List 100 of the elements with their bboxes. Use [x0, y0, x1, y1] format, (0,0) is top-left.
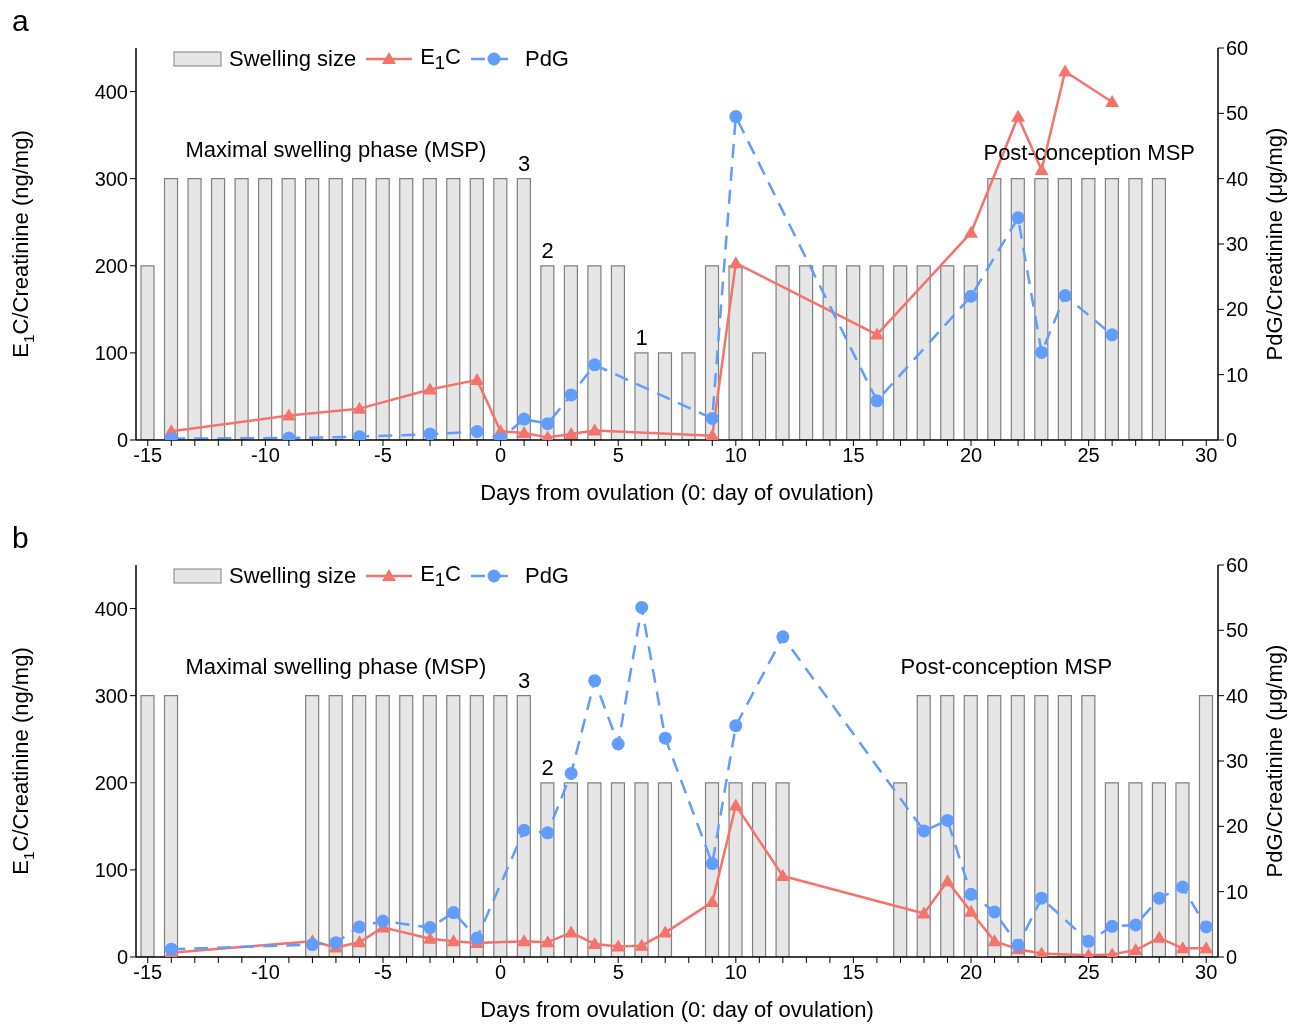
- point: [587, 936, 602, 949]
- point: [964, 904, 979, 917]
- point: [776, 630, 790, 644]
- point: [447, 906, 461, 920]
- y2-tick-label: 10: [1226, 363, 1249, 386]
- point: [964, 289, 978, 303]
- point: [423, 427, 437, 440]
- point: [728, 256, 743, 269]
- x-tick-label: 15: [842, 961, 865, 984]
- point: [1011, 211, 1025, 225]
- x-tick-label: 30: [1195, 444, 1218, 467]
- point: [1035, 345, 1049, 359]
- x-tick-label: 5: [612, 961, 624, 984]
- x-axis-title: Days from ovulation (0: day of ovulation): [480, 480, 874, 505]
- point: [564, 426, 579, 439]
- point: [964, 887, 978, 901]
- bar: [728, 265, 743, 440]
- bar: [1128, 178, 1143, 440]
- bar: [916, 265, 931, 440]
- y-tick-label: 400: [94, 80, 128, 103]
- point: [1152, 891, 1166, 905]
- point: [705, 857, 719, 871]
- point: [705, 428, 720, 440]
- y2-tick-label: 60: [1226, 37, 1249, 60]
- point: [729, 719, 743, 733]
- point: [870, 394, 884, 408]
- x-tick-label: 25: [1077, 961, 1100, 984]
- bar: [446, 178, 461, 440]
- y-tick-label: 0: [116, 429, 128, 452]
- point: [352, 401, 367, 414]
- point: [329, 936, 343, 950]
- legend-label: E$_{1}$C: [420, 44, 461, 75]
- legend-label: PdG: [524, 46, 569, 73]
- y2-tick-label: 50: [1226, 102, 1249, 125]
- point: [517, 934, 532, 947]
- y-tick-label: 100: [94, 858, 128, 881]
- y2-tick-label: 10: [1226, 880, 1249, 903]
- point: [940, 874, 955, 887]
- point: [705, 895, 720, 908]
- bar: [987, 178, 1002, 440]
- point: [423, 931, 438, 944]
- chart-title: a: [12, 7, 29, 38]
- point: [635, 600, 649, 614]
- y-tick-label: 100: [94, 341, 128, 364]
- point: [729, 110, 743, 124]
- y2-tick-label: 20: [1226, 815, 1249, 838]
- point: [540, 935, 555, 948]
- bar: [1104, 178, 1119, 440]
- annotation: 2: [541, 237, 554, 263]
- bar: [846, 265, 861, 440]
- legend-label: Swelling size: [229, 563, 357, 590]
- annotation: Maximal swelling phase (MSP): [185, 653, 487, 679]
- point: [281, 408, 296, 421]
- y2-tick-label: 0: [1226, 946, 1238, 969]
- legend-label: E$_{1}$C: [420, 561, 461, 592]
- x-tick-label: -5: [374, 444, 392, 467]
- bar: [163, 178, 179, 440]
- point: [1011, 938, 1025, 952]
- point: [1058, 64, 1073, 77]
- x-tick-label: 0: [495, 444, 507, 467]
- point: [541, 826, 555, 840]
- x-tick-label: 5: [612, 444, 624, 467]
- x-tick-label: 10: [724, 961, 747, 984]
- bar: [751, 352, 767, 440]
- y2-tick-label: 0: [1226, 429, 1238, 452]
- point: [423, 921, 437, 935]
- bar: [493, 178, 508, 440]
- annotation: 3: [517, 150, 531, 176]
- point: [1129, 918, 1143, 932]
- point: [1175, 941, 1190, 954]
- point: [1105, 95, 1120, 108]
- y2-axis-title: PdG/Creatinine (μg/mg): [1261, 644, 1287, 878]
- point: [705, 411, 719, 425]
- point: [423, 382, 438, 395]
- y-tick-label: 0: [116, 946, 128, 969]
- point: [869, 327, 884, 340]
- bar: [1034, 178, 1049, 440]
- point: [470, 425, 484, 439]
- bar: [140, 265, 155, 440]
- x-tick-label: 20: [959, 961, 983, 984]
- point: [305, 938, 319, 952]
- point: [352, 920, 366, 934]
- point: [1105, 328, 1119, 342]
- point: [917, 824, 931, 838]
- bar: [258, 178, 273, 440]
- point: [352, 935, 367, 948]
- legend-label: Swelling size: [229, 46, 357, 73]
- point: [611, 939, 626, 952]
- point: [1176, 880, 1190, 894]
- point: [611, 737, 625, 751]
- y-tick-label: 300: [94, 167, 128, 190]
- point: [941, 813, 954, 827]
- bar: [281, 178, 296, 440]
- x-tick-label: -5: [374, 961, 392, 984]
- y2-tick-label: 60: [1226, 554, 1249, 577]
- annotation: 3: [517, 667, 531, 693]
- point: [376, 914, 390, 928]
- bar: [516, 178, 531, 440]
- x-tick-label: -10: [250, 961, 280, 984]
- point: [1128, 943, 1143, 956]
